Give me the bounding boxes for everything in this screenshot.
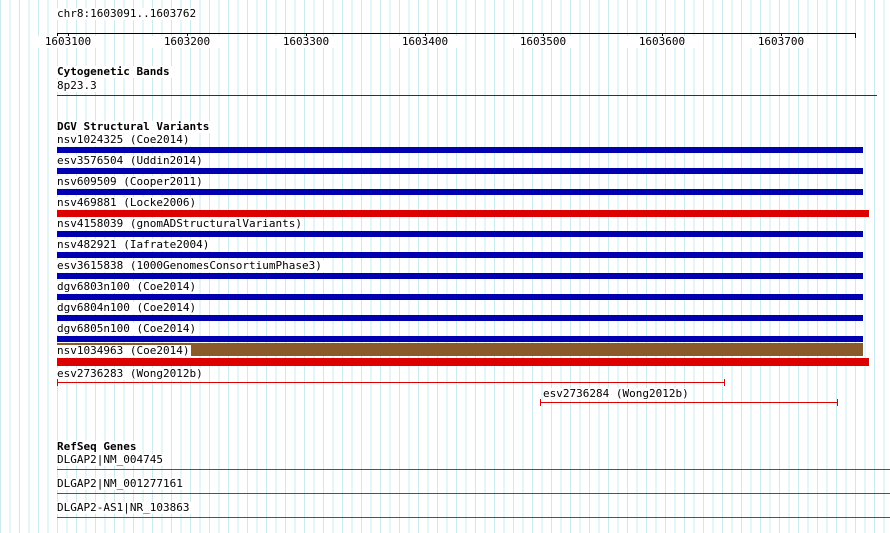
variant-label[interactable]: nsv1024325 (Coe2014) <box>57 133 192 146</box>
ruler-tick-label: 1603300 <box>271 36 341 48</box>
gene-transcript-line[interactable] <box>57 517 890 518</box>
ruler-tick-label: 1603100 <box>33 36 103 48</box>
variant-label[interactable]: nsv469881 (Locke2006) <box>57 196 199 209</box>
variant-label[interactable]: esv2736284 (Wong2012b) <box>543 387 691 400</box>
variant-bar[interactable] <box>57 210 869 217</box>
variant-label[interactable]: esv2736283 (Wong2012b) <box>57 367 205 380</box>
ruler-line <box>57 33 856 34</box>
variant-label[interactable]: nsv4158039 (gnomADStructuralVariants) <box>57 217 305 230</box>
variant-label[interactable]: dgv6803n100 (Coe2014) <box>57 280 199 293</box>
refseq-section-header: RefSeq Genes <box>57 440 139 453</box>
variant-bar[interactable] <box>57 358 869 366</box>
ruler-tick-label: 1603200 <box>152 36 222 48</box>
variant-bar[interactable] <box>57 294 863 300</box>
variant-bar[interactable] <box>57 231 863 237</box>
ruler-tick-label: 1603400 <box>390 36 460 48</box>
variant-label[interactable]: esv3615838 (1000GenomesConsortiumPhase3) <box>57 259 324 272</box>
variant-label[interactable]: dgv6804n100 (Coe2014) <box>57 301 199 314</box>
variant-bar[interactable] <box>57 189 863 195</box>
variant-label[interactable]: esv3576504 (Uddin2014) <box>57 154 205 167</box>
variant-extent-line[interactable] <box>540 399 838 406</box>
cytogenetic-bands-header: Cytogenetic Bands <box>57 65 172 78</box>
gene-transcript-line[interactable] <box>57 493 890 494</box>
gene-label[interactable]: DLGAP2-AS1|NR_103863 <box>57 501 192 514</box>
ruler-tick-label: 1603500 <box>508 36 578 48</box>
cytoband-label[interactable]: 8p23.3 <box>57 79 99 92</box>
variant-bar[interactable] <box>57 336 863 342</box>
gene-transcript-line[interactable] <box>57 469 890 470</box>
ruler-tick <box>855 34 856 38</box>
ruler-tick-label: 1603600 <box>627 36 697 48</box>
variant-bar[interactable] <box>57 147 863 153</box>
gene-label[interactable]: DLGAP2|NM_004745 <box>57 453 165 466</box>
ruler-tick-label: 1603700 <box>746 36 816 48</box>
variant-bar[interactable] <box>57 273 863 279</box>
variant-label[interactable]: nsv1034963 (Coe2014) <box>57 344 192 357</box>
variant-label[interactable]: nsv609509 (Cooper2011) <box>57 175 205 188</box>
gene-label[interactable]: DLGAP2|NM_001277161 <box>57 477 185 490</box>
variant-bar[interactable] <box>57 168 863 174</box>
dgv-section-header: DGV Structural Variants <box>57 120 212 133</box>
variant-bar[interactable] <box>57 343 863 356</box>
variant-label[interactable]: nsv482921 (Iafrate2004) <box>57 238 212 251</box>
position-title: chr8:1603091..1603762 <box>57 7 199 20</box>
cytoband-track-line <box>57 95 877 96</box>
variant-bar[interactable] <box>57 315 863 321</box>
variant-extent-line[interactable] <box>57 379 725 386</box>
variant-label[interactable]: dgv6805n100 (Coe2014) <box>57 322 199 335</box>
variant-bar[interactable] <box>57 252 863 258</box>
